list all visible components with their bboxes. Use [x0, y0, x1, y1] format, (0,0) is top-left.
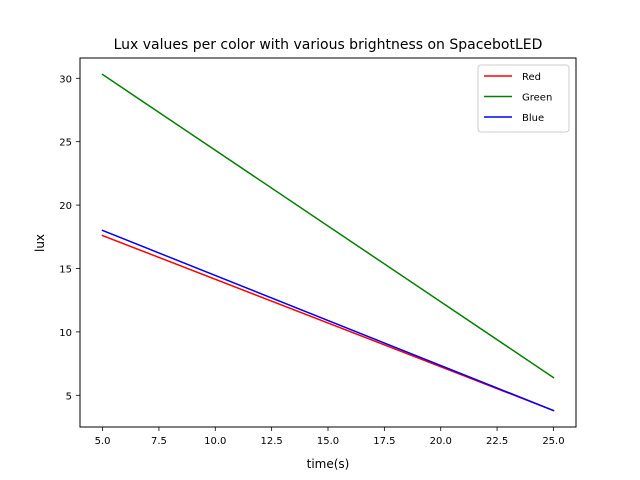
- x-axis-label: time(s): [307, 457, 350, 471]
- series-layer: [101, 73, 555, 412]
- x-tick-label: 7.5: [151, 436, 167, 447]
- x-tick-label: 10.0: [204, 436, 226, 447]
- x-tick-label: 20.0: [430, 436, 452, 447]
- legend-label-blue: Blue: [522, 113, 544, 124]
- x-tick-label: 17.5: [373, 436, 395, 447]
- chart-title: Lux values per color with various bright…: [114, 37, 543, 53]
- y-tick-label: 25: [59, 138, 72, 149]
- x-tick-label: 25.0: [542, 436, 564, 447]
- y-tick-label: 10: [59, 328, 72, 339]
- series-line-green: [101, 73, 555, 379]
- series-line-blue: [101, 229, 555, 412]
- series-line-red: [101, 234, 555, 412]
- y-tick-label: 5: [66, 391, 72, 402]
- y-tick-label: 20: [59, 201, 72, 212]
- x-tick-label: 22.5: [486, 436, 508, 447]
- legend-box: [477, 64, 570, 133]
- y-axis-label: lux: [33, 234, 47, 252]
- x-tick-label: 15.0: [317, 436, 339, 447]
- legend-label-green: Green: [522, 93, 552, 104]
- x-tick-label: 12.5: [261, 436, 283, 447]
- y-tick-label: 30: [59, 74, 72, 85]
- legend-label-red: Red: [522, 72, 541, 83]
- y-axis-ticks: 5 10 15 20 25 30: [59, 74, 80, 402]
- x-axis-ticks: 5.0 7.5 10.0 12.5 15.0 17.5 20.0 22.5 25.0: [95, 427, 565, 447]
- x-tick-label: 5.0: [95, 436, 111, 447]
- legend: Red Green Blue: [477, 64, 570, 133]
- y-tick-label: 15: [59, 264, 72, 275]
